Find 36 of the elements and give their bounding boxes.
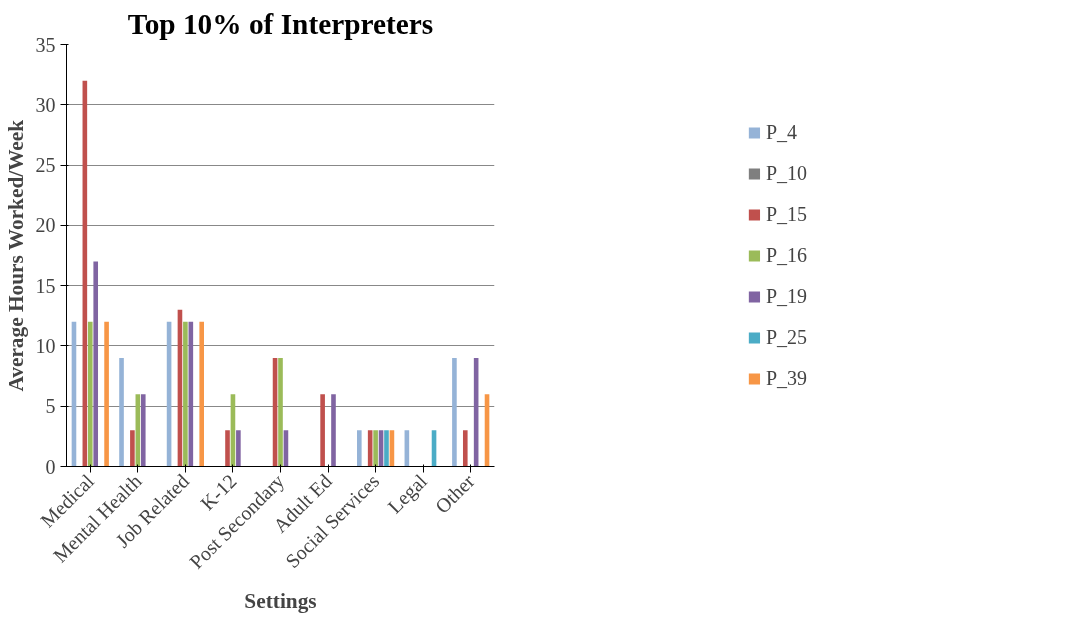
bar <box>320 394 325 467</box>
bar <box>93 261 99 467</box>
bar <box>183 321 188 467</box>
y-tick-label: 25 <box>35 154 56 177</box>
y-tick-label: 5 <box>45 395 56 418</box>
bar <box>452 357 457 467</box>
bar <box>140 394 146 467</box>
bar <box>104 321 109 467</box>
bar <box>236 430 241 467</box>
legend-label: P_15 <box>765 202 808 226</box>
y-tick-label: 15 <box>35 274 56 297</box>
bar <box>119 357 124 467</box>
legend-label: P_4 <box>765 120 798 144</box>
y-tick-label: 10 <box>35 334 56 357</box>
y-tick-label: 20 <box>35 214 56 237</box>
bar <box>225 430 230 467</box>
chart-title: Top 10% of Interpreters <box>127 7 434 40</box>
y-tick-label: 0 <box>45 455 56 478</box>
bar <box>130 430 135 467</box>
legend-label: P_39 <box>765 366 808 390</box>
x-axis-title: Settings <box>244 588 317 613</box>
bar <box>357 430 362 467</box>
bar <box>462 430 468 467</box>
y-tick-label: 30 <box>35 93 56 116</box>
legend-label: P_25 <box>765 325 808 349</box>
bar <box>373 430 378 467</box>
bar <box>331 394 336 467</box>
bar <box>278 357 283 467</box>
y-tick-label: 35 <box>35 33 56 56</box>
legend-label: P_10 <box>765 161 808 185</box>
bar <box>87 321 93 467</box>
legend-label: P_16 <box>765 243 808 267</box>
bar <box>384 430 389 467</box>
y-axis-title: Average Hours Worked/Week <box>3 119 28 392</box>
bar <box>199 321 204 467</box>
legend-label: P_19 <box>765 284 808 308</box>
